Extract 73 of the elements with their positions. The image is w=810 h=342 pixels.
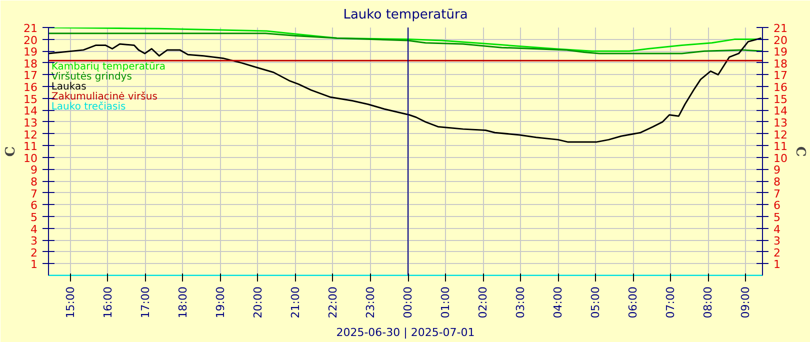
x-tick-label: 17:00 <box>138 286 152 318</box>
x-tick-label: 05:00 <box>589 286 602 318</box>
x-tick-label: 08:00 <box>702 286 715 318</box>
y-tick-label: 18 <box>24 57 38 70</box>
y-tick-label: 17 <box>24 69 38 82</box>
y-tick-label: 4 <box>30 222 38 236</box>
line-series <box>48 32 762 54</box>
y2-tick-label: 20 <box>774 34 788 47</box>
line-series <box>48 28 762 52</box>
x-tick-label: 02:00 <box>476 286 490 318</box>
x-tick-label: 06:00 <box>626 286 640 318</box>
x-tick-label: 07:00 <box>664 286 678 318</box>
y2-tick-label: 3 <box>774 234 780 248</box>
y2-tick-label: 8 <box>774 176 780 189</box>
y2-tick-label: 9 <box>774 164 780 177</box>
x-tick-label: 18:00 <box>176 286 190 318</box>
y-tick-label: 12 <box>24 128 38 142</box>
y-tick-label: 19 <box>24 46 38 59</box>
x-tick-label: 03:00 <box>514 286 528 318</box>
text: Laukas <box>51 81 86 92</box>
y-tick-label: 20 <box>24 34 38 47</box>
y-tick-label: 3 <box>30 234 38 248</box>
x-tick-label: 00:00 <box>402 286 414 318</box>
y2-tick-label: 13 <box>774 116 788 130</box>
x-tick-label: 09:00 <box>739 286 752 318</box>
y2-tick-label: 15 <box>774 92 788 106</box>
y-tick-label: 16 <box>24 81 38 94</box>
y2-tick-label: 18 <box>774 57 788 70</box>
x-tick-label: 01:00 <box>439 286 452 318</box>
y-tick-label: 8 <box>30 176 38 189</box>
y2-tick-label: 7 <box>774 187 780 200</box>
y-tick-label: 6 <box>30 199 38 212</box>
x-tick-label: 22:00 <box>326 286 340 318</box>
line-series <box>48 37 762 143</box>
y2-tick-label: 16 <box>774 81 788 94</box>
y2-tick-label: 19 <box>774 46 788 59</box>
chart-title: Lauko temperatūra <box>343 8 468 22</box>
y2-tick-label: 11 <box>774 140 788 154</box>
x-tick-label: 04:00 <box>552 286 565 318</box>
text: Viršutės grindys <box>51 71 132 82</box>
x-tick-label: 19:00 <box>214 286 227 318</box>
y-tick-label: 11 <box>24 140 38 154</box>
y-tick-label: 14 <box>24 104 38 118</box>
y2-tick-label: 21 <box>774 22 788 35</box>
x-tick-label: 15:00 <box>64 286 77 318</box>
text: Kambarių temperatūra <box>51 61 166 72</box>
y-tick-label: 9 <box>30 164 38 177</box>
y2-tick-label: 5 <box>774 210 780 224</box>
y-tick-label: 7 <box>30 187 38 200</box>
y2-tick-label: 6 <box>774 199 780 212</box>
y-tick-label: 1 <box>30 258 38 272</box>
y-tick-label: 13 <box>24 116 38 130</box>
y2-tick-label: 14 <box>774 104 788 118</box>
x-axis-title: 2025-06-30 | 2025-07-01 <box>336 326 475 340</box>
y-tick-label: 10 <box>24 152 38 165</box>
x-tick-label: 23:00 <box>364 286 377 318</box>
y-tick-label: 5 <box>30 210 38 224</box>
x-tick-label: 20:00 <box>251 286 264 318</box>
y2-tick-label: 17 <box>774 69 788 82</box>
y-tick-label: 15 <box>24 92 38 106</box>
y-tick-label: 21 <box>24 22 38 35</box>
y-tick-label: 2 <box>30 246 38 260</box>
x-tick-label: 16:00 <box>101 286 114 318</box>
y2-tick-label: 10 <box>774 152 788 165</box>
text: Lauko trečiasis <box>51 102 126 113</box>
y2-tick-label: 1 <box>774 258 780 272</box>
y2-tick-label: 12 <box>774 128 788 142</box>
y2-tick-label: 2 <box>774 246 780 260</box>
y2-tick-label: 4 <box>774 222 780 236</box>
x-tick-label: 21:00 <box>288 286 302 318</box>
text: Zakumuliacinė viršus <box>51 91 158 102</box>
y-axis-title: C <box>4 146 19 157</box>
y2-axis-title: C <box>792 146 808 157</box>
